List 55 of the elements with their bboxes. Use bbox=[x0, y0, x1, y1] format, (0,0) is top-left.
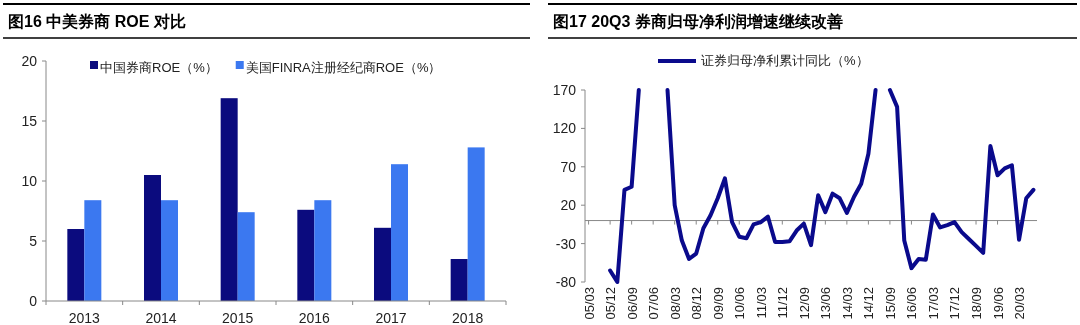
x-tick-label: 18/09 bbox=[969, 287, 985, 320]
y-tick-label: 20 bbox=[560, 197, 577, 214]
bar bbox=[450, 259, 468, 301]
x-tick-label: 15/09 bbox=[882, 287, 898, 320]
x-tick-label: 12/09 bbox=[796, 287, 812, 320]
x-tick-label: 11/03 bbox=[753, 287, 769, 319]
y-tick-label: -80 bbox=[555, 274, 577, 290]
y-tick-label: 15 bbox=[21, 113, 38, 129]
bar bbox=[237, 212, 255, 301]
bar bbox=[314, 200, 332, 301]
chart-title: 图17 20Q3 券商归母净利润增速继续改善 bbox=[553, 12, 843, 30]
y-tick-label: 10 bbox=[21, 173, 38, 189]
bar bbox=[391, 164, 408, 301]
x-tick-label: 07/06 bbox=[646, 287, 662, 320]
x-tick-label: 2013 bbox=[68, 310, 101, 325]
x-tick-label: 2016 bbox=[298, 310, 331, 325]
x-tick-label: 2015 bbox=[222, 310, 254, 325]
bar bbox=[220, 98, 238, 301]
chart-title: 图16 中美券商 ROE 对比 bbox=[8, 12, 186, 30]
legend-label: 中国券商ROE（%） bbox=[100, 60, 218, 75]
x-tick-label: 2014 bbox=[145, 310, 177, 325]
x-tick-label: 08/12 bbox=[689, 287, 705, 320]
bar bbox=[297, 209, 315, 301]
x-tick-label: 13/06 bbox=[818, 287, 834, 320]
x-tick-label: 19/06 bbox=[990, 287, 1006, 320]
x-tick-label: 08/03 bbox=[667, 287, 683, 320]
bar bbox=[161, 200, 178, 301]
y-tick-label: 120 bbox=[552, 120, 577, 137]
y-tick-label: 170 bbox=[552, 82, 577, 98]
x-tick-label: 14/12 bbox=[861, 287, 877, 320]
x-tick-label: 17/03 bbox=[925, 287, 941, 320]
bar bbox=[144, 175, 161, 301]
y-tick-label: 70 bbox=[560, 158, 577, 175]
x-tick-label: 09/09 bbox=[710, 287, 726, 320]
bar bbox=[467, 147, 485, 301]
legend-label: 美国FINRA注册经纪商ROE（%） bbox=[245, 60, 442, 75]
y-tick-label: 20 bbox=[21, 53, 38, 69]
y-tick-label: 0 bbox=[29, 293, 38, 309]
x-tick-label: 05/12 bbox=[603, 287, 619, 320]
x-tick-label: 2017 bbox=[375, 310, 407, 325]
bar bbox=[67, 229, 85, 301]
x-tick-label: 16/06 bbox=[904, 287, 920, 320]
x-tick-label: 05/03 bbox=[581, 287, 597, 320]
x-tick-label: 2018 bbox=[452, 310, 484, 325]
legend-label: 证券归母净利累计同比（%） bbox=[701, 53, 869, 68]
y-tick-label: -30 bbox=[555, 235, 577, 252]
x-tick-label: 06/09 bbox=[624, 287, 640, 320]
bar bbox=[374, 227, 391, 301]
x-tick-label: 14/03 bbox=[839, 287, 855, 320]
bar bbox=[84, 200, 102, 301]
x-tick-label: 10/06 bbox=[732, 287, 748, 320]
x-tick-label: 20/03 bbox=[1012, 287, 1028, 320]
x-tick-label: 17/12 bbox=[947, 287, 963, 320]
x-tick-label: 11/12 bbox=[775, 287, 791, 319]
y-tick-label: 5 bbox=[29, 233, 38, 249]
